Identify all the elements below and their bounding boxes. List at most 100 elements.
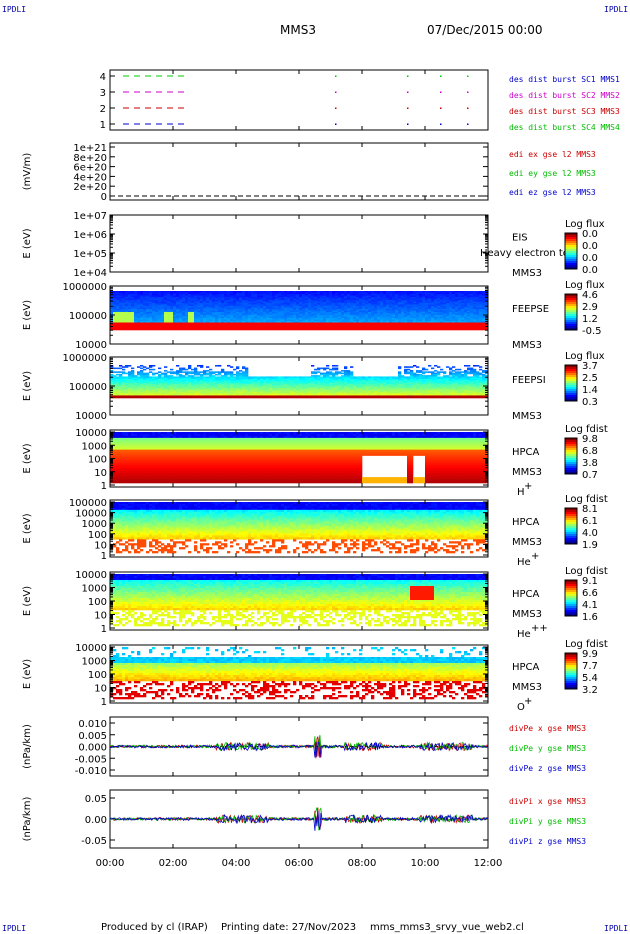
- feepse-cell: [257, 312, 261, 314]
- feepse-cell: [197, 318, 201, 320]
- feepse-cell: [245, 298, 249, 301]
- feepse-cell: [218, 291, 222, 293]
- feepse-cell: [116, 301, 120, 304]
- feepse-cell: [281, 325, 285, 328]
- feepsi-cell: [122, 368, 126, 371]
- feepsi-cell: [239, 370, 243, 372]
- feepse-cell: [125, 324, 129, 326]
- feepse-cell: [125, 327, 129, 329]
- feepse-cell: [194, 324, 198, 326]
- feepse-cell: [182, 295, 186, 298]
- feepse-cell: [209, 328, 213, 331]
- feepse-cell: [287, 309, 291, 311]
- feepse-cell: [110, 307, 114, 310]
- feepse-cell: [164, 315, 168, 317]
- feepse-cell: [167, 292, 171, 295]
- feepsi-cell: [284, 396, 288, 399]
- feepse-cell: [269, 306, 273, 308]
- feepse-cell: [251, 297, 255, 299]
- feepse-cell: [203, 304, 207, 307]
- feepse-cell: [275, 298, 279, 301]
- feepse-cell: [113, 295, 117, 298]
- feepse-cell: [122, 313, 126, 316]
- feepsi-cell: [176, 365, 180, 367]
- feepsi-cell: [176, 373, 180, 376]
- feepse-cell: [305, 328, 309, 331]
- feepse-cell: [275, 292, 279, 295]
- feepsi-cell: [131, 396, 135, 399]
- feepse-cell: [233, 318, 237, 320]
- feepse-cell: [206, 291, 210, 293]
- feepse-cell: [284, 312, 288, 314]
- feepsi-cell: [113, 367, 117, 370]
- feepse-cell: [113, 306, 117, 308]
- feepse-cell: [203, 295, 207, 298]
- feepse-cell: [233, 324, 237, 326]
- feepse-cell: [272, 304, 276, 307]
- feepse-cell: [245, 309, 249, 311]
- feepse-cell: [284, 315, 288, 317]
- feepse-cell: [227, 313, 231, 316]
- feepse-cell: [260, 316, 264, 319]
- feepse-cell: [281, 324, 285, 326]
- burst-legend-entry: des dist burst SC2 MMS2: [509, 91, 620, 100]
- feepse-cell: [227, 318, 231, 320]
- feepse-cell: [242, 307, 246, 310]
- feepse-cell: [164, 312, 168, 314]
- feepse-cell: [242, 327, 246, 329]
- feepse-cell: [128, 313, 132, 316]
- feepse-cell: [164, 321, 168, 323]
- feepsi-cell: [326, 365, 330, 367]
- feepse-cell: [239, 303, 243, 305]
- feepse-cell: [116, 318, 120, 320]
- feepse-cell: [179, 315, 183, 317]
- feepse-cell: [260, 325, 264, 328]
- feepse-cell: [146, 298, 150, 301]
- feepse-cell: [248, 319, 252, 322]
- feepse-cell: [152, 297, 156, 299]
- eis-colorbar-cell: [565, 241, 577, 244]
- feepse-cell: [191, 294, 195, 296]
- feepsi-cell: [212, 372, 216, 375]
- feepse-cell: [179, 316, 183, 319]
- feepse-cell: [167, 328, 171, 331]
- feepse-cell: [113, 327, 117, 329]
- feepse-cell: [272, 298, 276, 301]
- feepse-cell: [143, 309, 147, 311]
- feepse-cell: [221, 315, 225, 317]
- feepsi-cell: [173, 372, 177, 375]
- feepse-cell: [191, 313, 195, 316]
- feepse-cell: [284, 325, 288, 328]
- feepse-cell: [221, 307, 225, 310]
- burst-ytick-label: 4: [100, 72, 106, 83]
- feepsi-cell: [158, 396, 162, 399]
- feepse-cell: [212, 304, 216, 307]
- feepse-cell: [242, 322, 246, 325]
- feepse-cell: [218, 325, 222, 328]
- feepse-cell: [116, 306, 120, 308]
- feepse-cell: [263, 298, 267, 301]
- feepse-cell: [212, 307, 216, 310]
- feepse-cell: [188, 295, 192, 298]
- feepse-cell: [134, 310, 138, 313]
- feepse-cell: [146, 307, 150, 310]
- feepse-cell: [218, 318, 222, 320]
- feepse-cell: [176, 304, 180, 307]
- feepse-cell: [179, 307, 183, 310]
- feepse-cell: [281, 319, 285, 322]
- feepse-cell: [299, 328, 303, 331]
- feepse-cell: [188, 291, 192, 293]
- eis-ylabel: E (eV): [22, 228, 33, 258]
- feepse-cell: [194, 325, 198, 328]
- feepse-cell: [200, 301, 204, 304]
- feepse-cell: [191, 319, 195, 322]
- feepse-cell: [188, 325, 192, 328]
- feepsi-cell: [155, 396, 159, 399]
- feepsi-cell: [254, 396, 258, 399]
- feepse-cell: [275, 304, 279, 307]
- feepse-cell: [194, 304, 198, 307]
- feepse-cell: [182, 315, 186, 317]
- feepse-cell: [140, 294, 144, 296]
- feepse-cell: [287, 291, 291, 293]
- feepse-cell: [140, 301, 144, 304]
